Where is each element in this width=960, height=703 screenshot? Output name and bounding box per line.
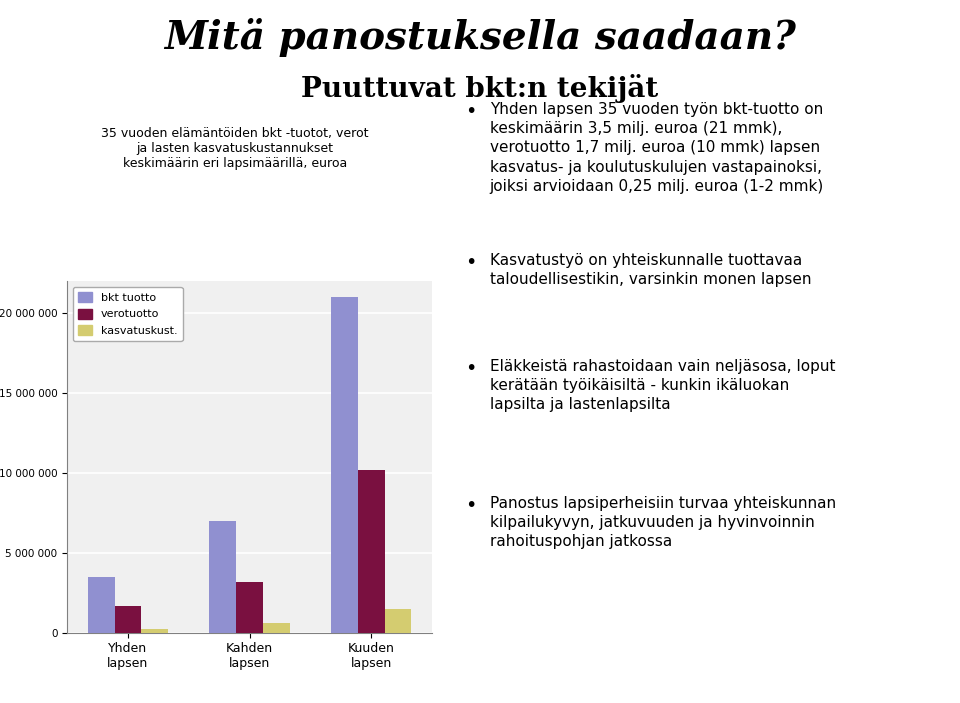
Text: •: • xyxy=(466,253,477,272)
Bar xyxy=(88,576,114,633)
Text: •: • xyxy=(466,359,477,378)
Text: Puuttuvat bkt:n tekijät: Puuttuvat bkt:n tekijät xyxy=(301,74,659,103)
Text: •: • xyxy=(466,102,477,121)
Bar xyxy=(209,521,236,633)
Text: Eläkkeistä rahastoidaan vain neljäsosa, loput
kerätään työikäisiltä - kunkin ikä: Eläkkeistä rahastoidaan vain neljäsosa, … xyxy=(490,359,835,412)
Text: Panostus lapsiperheisiin turvaa yhteiskunnan
kilpailukyvyn, jatkuvuuden ja hyvin: Panostus lapsiperheisiin turvaa yhteisku… xyxy=(490,496,836,549)
Bar xyxy=(331,297,358,633)
Text: Yhden lapsen 35 vuoden työn bkt-tuotto on
keskimäärin 3,5 milj. euroa (21 mmk),
: Yhden lapsen 35 vuoden työn bkt-tuotto o… xyxy=(490,102,824,194)
Text: •: • xyxy=(466,496,477,515)
Text: Mitä panostuksella saadaan?: Mitä panostuksella saadaan? xyxy=(164,18,796,56)
Text: 35 vuoden elämäntöiden bkt -tuotot, verot
ja lasten kasvatuskustannukset
keskimä: 35 vuoden elämäntöiden bkt -tuotot, vero… xyxy=(102,127,369,169)
Bar xyxy=(263,623,290,633)
Legend: bkt tuotto, verotuotto, kasvatuskust.: bkt tuotto, verotuotto, kasvatuskust. xyxy=(73,287,182,342)
Bar xyxy=(141,628,168,633)
Bar xyxy=(114,605,141,633)
Bar xyxy=(385,609,411,633)
Bar xyxy=(236,581,263,633)
Text: Kasvatustyö on yhteiskunnalle tuottavaa
taloudellisestikin, varsinkin monen laps: Kasvatustyö on yhteiskunnalle tuottavaa … xyxy=(490,253,811,288)
Bar xyxy=(358,470,385,633)
